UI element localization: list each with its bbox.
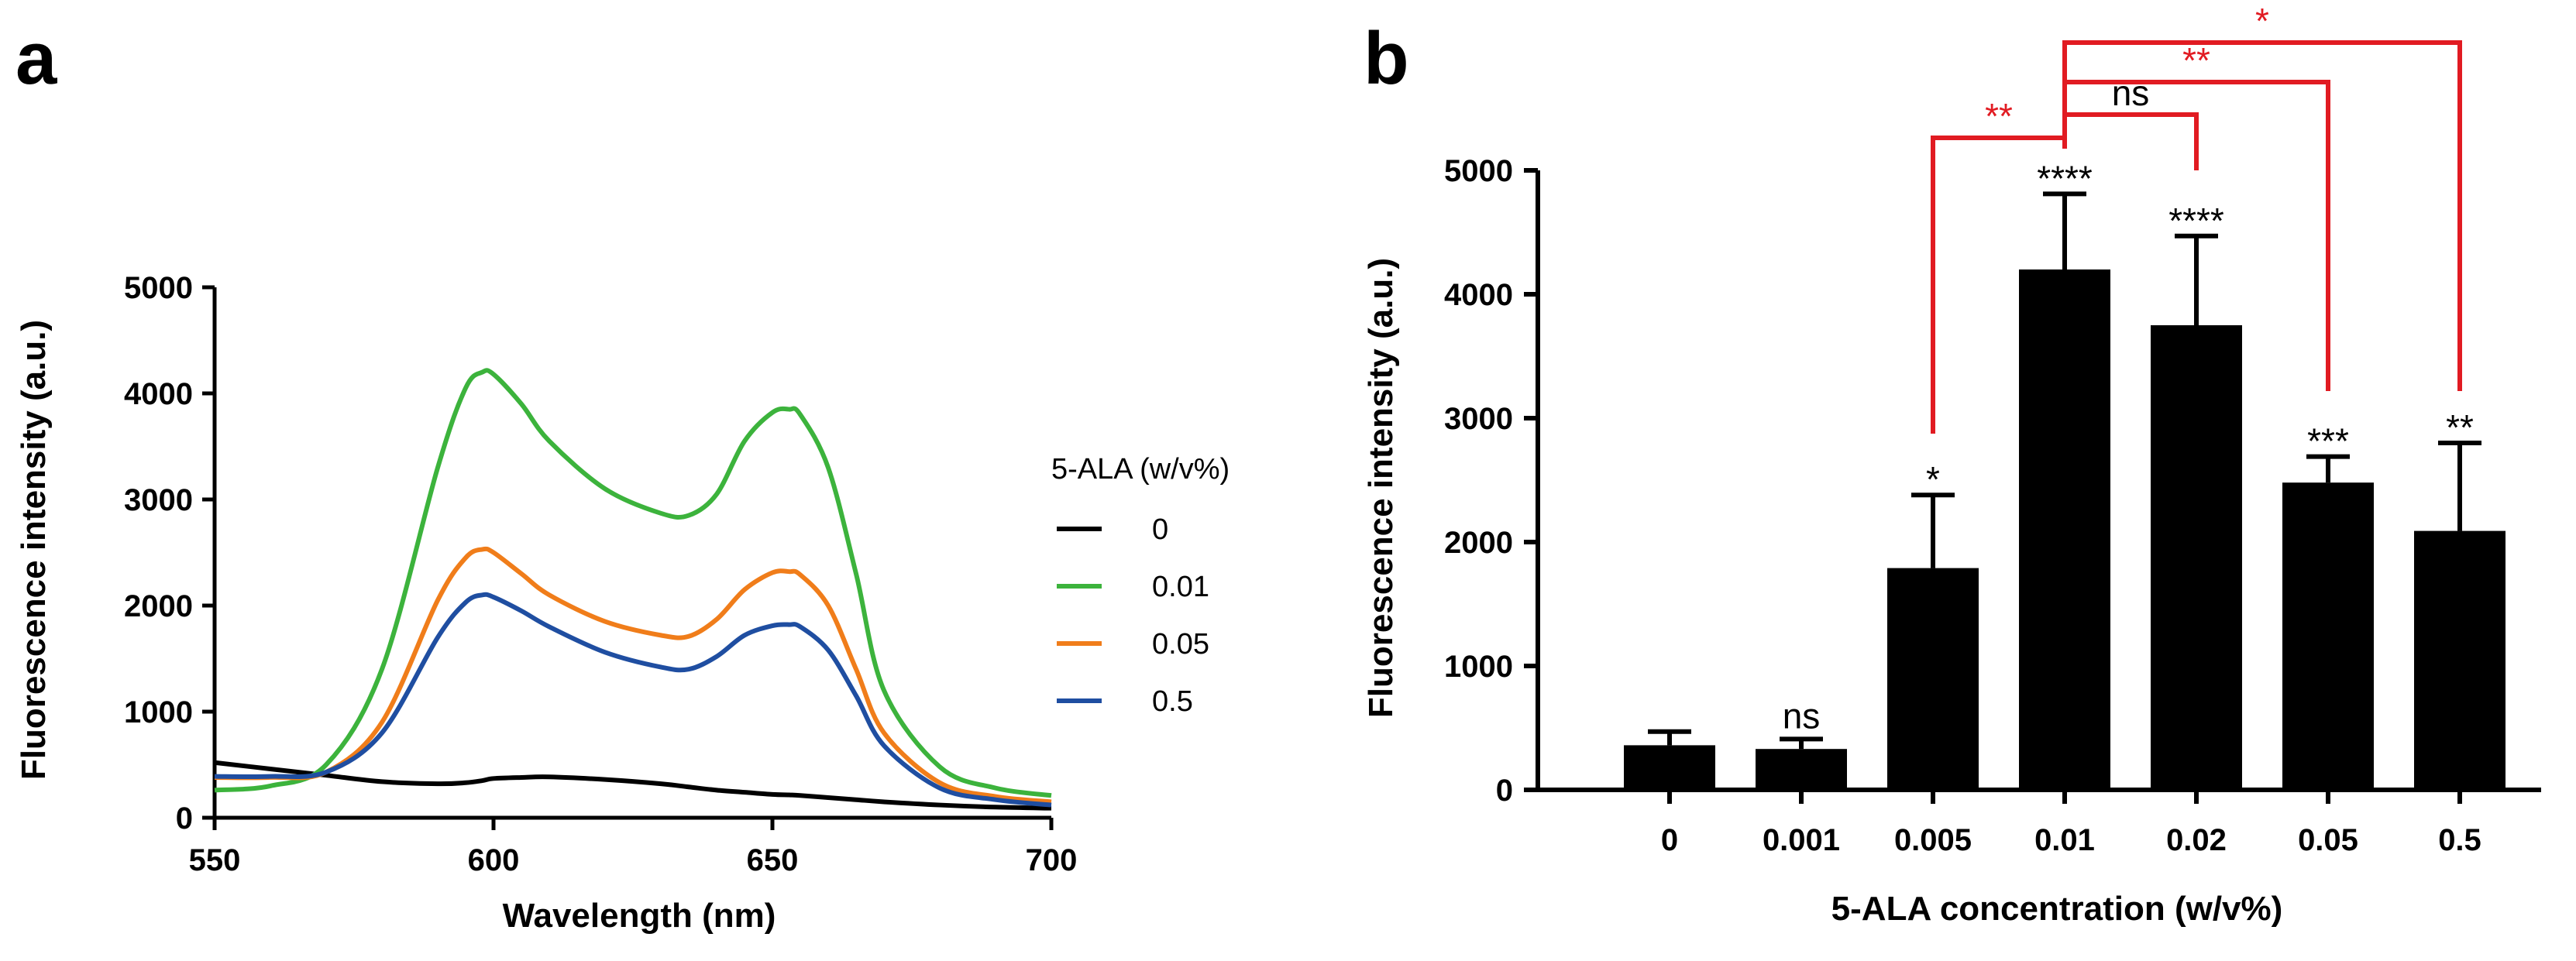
chart-b-bar-0 — [1624, 745, 1715, 790]
chart-a-y-tick-label: 3000 — [124, 483, 193, 517]
chart-b-x-tick-label: 0.005 — [1894, 823, 1972, 857]
chart-b-significance-0.05: *** — [2307, 421, 2349, 462]
chart-a-spectra: Wavelength (nm) Fluorescence intensity (… — [15, 271, 1230, 935]
chart-b-significance-0.01: **** — [2037, 158, 2093, 198]
chart-a-series-0.5-line — [214, 592, 1052, 808]
chart-a-x-tick-label: 550 — [189, 843, 241, 877]
chart-a-legend-label-0.01: 0.01 — [1152, 571, 1209, 603]
chart-b-y-tick-label: 0 — [1496, 774, 1513, 808]
chart-b-bar-0.02 — [2151, 325, 2242, 790]
chart-b-significance-0.001: ns — [1783, 695, 1821, 736]
chart-a-x-tick-label: 700 — [1026, 843, 1078, 877]
chart-a-y-axis-label: Fluorescence intensity (a.u.) — [15, 320, 53, 780]
chart-b-bar-0.005 — [1887, 568, 1979, 790]
chart-b-x-axis-label: 5-ALA concentration (w/v%) — [1831, 890, 2283, 928]
chart-b-y-axis-label: Fluorescence intensity (a.u.) — [1362, 258, 1400, 718]
chart-b-x-tick-label: 0.05 — [2298, 823, 2358, 857]
chart-b-y-tick-label: 2000 — [1444, 526, 1513, 560]
chart-b-y-tick-label: 1000 — [1444, 650, 1513, 684]
chart-b-x-tick-label: 0 — [1661, 823, 1678, 857]
chart-a-series-0.05-line — [214, 546, 1052, 805]
chart-b-bar-0.5 — [2414, 530, 2505, 790]
chart-a-x-tick-label: 600 — [468, 843, 520, 877]
chart-b-significance-0.5: ** — [2446, 407, 2474, 448]
chart-b-bar-0.001 — [1756, 749, 1847, 790]
chart-b-bars: 5-ALA concentration (w/v%) Fluorescence … — [1362, 1, 2541, 928]
chart-b-comparison-label-0.01-0.5: * — [2255, 1, 2269, 41]
chart-b-comparison-label-0.005-0.01: ** — [1985, 96, 2013, 136]
panel-b-label: b — [1364, 17, 1409, 100]
chart-b-x-tick-label: 0.01 — [2034, 823, 2095, 857]
chart-a-y-tick-label: 2000 — [124, 589, 193, 623]
chart-a-legend-label-0.5: 0.5 — [1152, 685, 1193, 718]
chart-b-significance-0.02: **** — [2168, 201, 2224, 241]
chart-b-x-tick-label: 0.001 — [1763, 823, 1840, 857]
chart-b-significance-0.005: * — [1926, 459, 1940, 499]
panel-a-label: a — [15, 17, 57, 100]
chart-a-y-tick-label: 0 — [176, 801, 193, 836]
chart-b-comparison-label-0.01-0.02: ns — [2112, 73, 2150, 113]
chart-a-legend-label-0.05: 0.05 — [1152, 628, 1209, 661]
chart-a-y-tick-label: 1000 — [124, 695, 193, 729]
chart-a-legend-label-0: 0 — [1152, 513, 1168, 546]
chart-a-legend-title: 5-ALA (w/v%) — [1051, 453, 1230, 486]
chart-b-comparison-label-0.01-0.05: ** — [2182, 40, 2210, 81]
chart-b-y-tick-label: 5000 — [1444, 154, 1513, 188]
chart-a-y-tick-label: 4000 — [124, 377, 193, 411]
chart-b-x-tick-label: 0.5 — [2438, 823, 2481, 857]
chart-a-series-0.01-line — [214, 368, 1052, 798]
chart-a-x-tick-label: 650 — [747, 843, 799, 877]
chart-b-bar-0.01 — [2019, 269, 2110, 790]
chart-a-x-axis-label: Wavelength (nm) — [503, 897, 776, 935]
chart-b-x-tick-label: 0.02 — [2166, 823, 2227, 857]
chart-a-y-tick-label: 5000 — [124, 271, 193, 305]
chart-b-bar-0.05 — [2282, 482, 2374, 790]
chart-b-y-tick-label: 3000 — [1444, 402, 1513, 436]
chart-b-comparison-bracket-0.01-0.5 — [2062, 40, 2462, 391]
chart-b-y-tick-label: 4000 — [1444, 278, 1513, 312]
chart-a-series-0-line — [214, 760, 1052, 811]
